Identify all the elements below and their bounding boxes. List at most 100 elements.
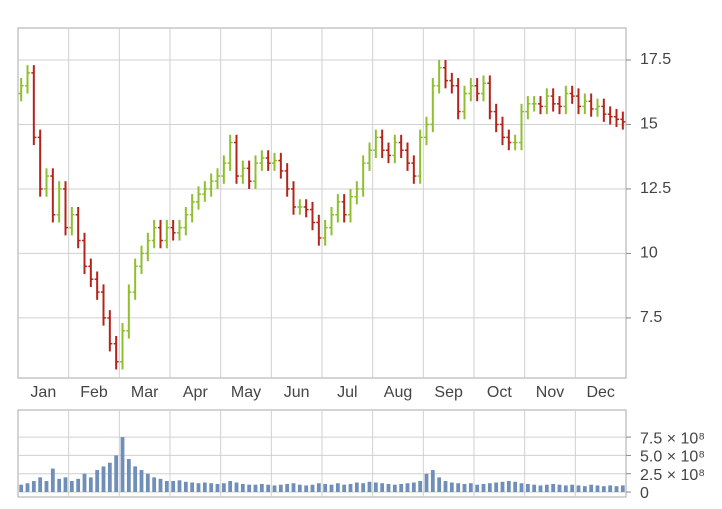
volume-bar [164,481,169,493]
volume-bar [234,482,239,493]
volume-bar [19,484,24,493]
volume-bar [513,481,518,493]
volume-bar [614,486,619,493]
volume-bar [589,484,594,493]
volume-bar [228,481,233,493]
y-tick-label: 10 [640,245,658,262]
volume-bar [380,483,385,493]
x-tick-label: Aug [384,384,412,401]
volume-bar [399,483,404,493]
volume-bar [519,483,524,493]
volume-bar [557,484,562,493]
x-tick-label: Jul [337,384,357,401]
volume-bar [69,481,74,493]
y-tick-label: 12.5 [640,180,671,197]
volume-bar [620,485,625,493]
volume-bar [424,473,429,493]
volume-bar [525,483,530,493]
volume-bar [177,480,182,493]
volume-bar [601,486,606,493]
volume-bar [361,483,366,493]
volume-bar [44,481,49,493]
volume-bar [88,477,93,493]
volume-bar [449,482,454,493]
x-tick-label: Dec [586,384,614,401]
volume-bar [31,481,36,493]
volume-bar [266,484,271,493]
volume-bar [335,483,340,493]
y-tick-label: 15 [640,116,658,133]
volume-bar [120,437,125,493]
volume-bar [316,483,321,493]
volume-bar [38,477,43,493]
volume-bar [126,459,131,493]
x-tick-label: May [231,384,261,401]
volume-bar [506,481,511,493]
volume-bar [570,484,575,493]
x-tick-label: Oct [487,384,512,401]
volume-bar [576,485,581,493]
volume-bar [57,478,62,493]
volume-bar [278,484,283,493]
volume-bar [462,483,467,493]
volume-bar [107,462,112,493]
volume-bar [418,481,423,493]
volume-bar [544,484,549,493]
y2-tick-label: 2.5 × 10⁸ [640,467,705,484]
volume-bar [139,470,144,493]
y2-tick-label: 7.5 × 10⁸ [640,430,705,447]
volume-bar [304,485,309,493]
volume-bar [582,486,587,493]
volume-bar [209,483,214,493]
volume-bar [171,481,176,493]
volume-bar [221,483,226,493]
volume-bar [82,473,87,493]
volume-bar [240,483,245,493]
volume-bar [215,483,220,493]
x-tick-label: Sep [434,384,463,401]
volume-bar [538,485,543,493]
volume-bar [145,473,150,493]
volume-bar [114,455,119,493]
volume-bar [190,482,195,493]
volume-bar [285,483,290,493]
volume-bar [253,484,258,493]
volume-bar [310,484,315,493]
y-tick-label: 7.5 [640,309,662,326]
volume-bar [468,483,473,493]
volume-bar [342,484,347,493]
volume-bar [411,482,416,493]
volume-bar [500,481,505,493]
volume-bar [430,470,435,493]
volume-bar [196,483,201,493]
volume-bar [101,466,106,493]
volume-bar [551,483,556,493]
x-tick-label: Jan [30,384,56,401]
volume-bar [202,482,207,493]
volume-bar [563,485,568,493]
volume-bar [76,478,81,493]
volume-bar [291,483,296,493]
x-tick-label: Feb [80,384,108,401]
volume-bar [329,484,334,493]
volume-bar [63,477,68,493]
volume-bar [348,483,353,493]
volume-bar [392,484,397,493]
volume-bar [354,482,359,493]
volume-bar [608,485,613,493]
volume-bar [259,483,264,493]
volume-bar [494,482,499,493]
volume-bar [443,481,448,493]
x-tick-label: Apr [183,384,209,401]
volume-bar [487,483,492,493]
volume-bar [95,470,100,493]
volume-bar [595,485,600,493]
y2-tick-label: 0 [640,485,649,502]
volume-bar [367,481,372,493]
x-tick-label: Mar [131,384,159,401]
volume-bar [386,483,391,493]
volume-bar [158,478,163,493]
volume-bar [247,484,252,493]
volume-bar [475,484,480,493]
